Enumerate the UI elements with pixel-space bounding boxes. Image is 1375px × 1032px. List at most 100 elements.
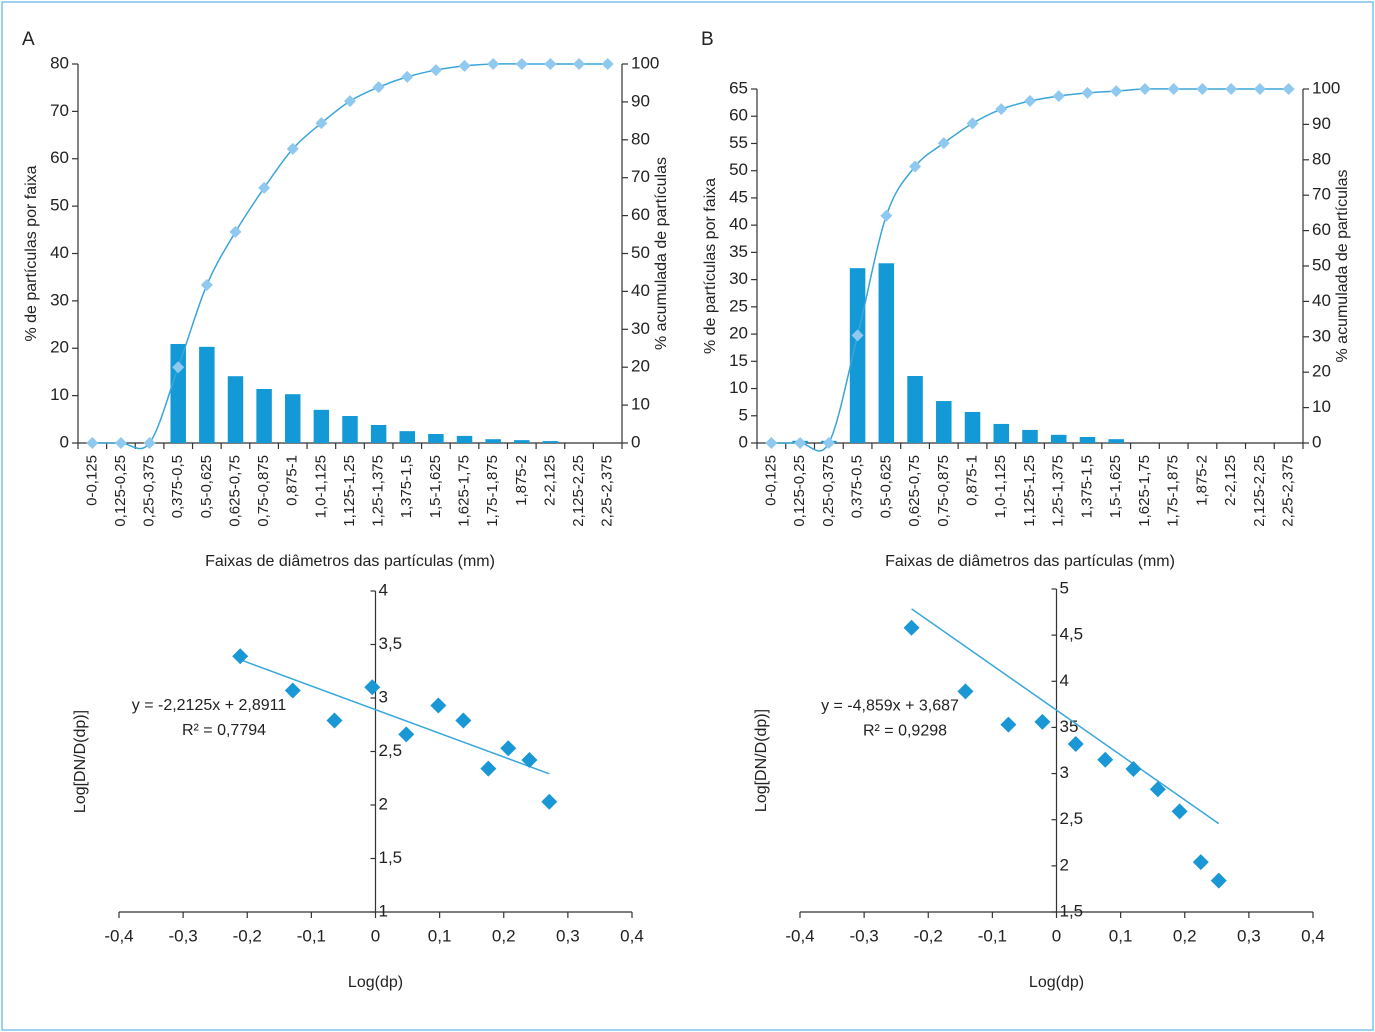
line-marker (880, 209, 893, 222)
line-marker (1225, 83, 1238, 95)
line-marker (1081, 86, 1094, 99)
point (541, 793, 558, 810)
y-tick-label: 80 (50, 53, 69, 72)
bar (370, 424, 387, 443)
line-marker (344, 95, 356, 108)
point (1192, 854, 1209, 871)
panel-label: B (701, 29, 714, 50)
y2-tick-label: 40 (631, 281, 650, 300)
x-tick-label: 0,75-0,875 (255, 455, 272, 527)
x-tick-label: 0,2 (492, 926, 516, 945)
x-tick-label: 1,25-1,375 (370, 455, 387, 527)
line-marker (601, 58, 614, 70)
x-tick-label: 1,625-1,75 (1136, 455, 1153, 527)
y-tick-label: 1,5 (1060, 901, 1084, 920)
bar (199, 346, 215, 443)
y2-tick-label: 70 (631, 167, 650, 186)
x-tick-label: 1,5-1,625 (1107, 455, 1124, 518)
y2-tick-label: 100 (631, 53, 659, 72)
x-tick-label: 1,0-1,125 (312, 455, 329, 518)
y2-tick-label: 10 (1312, 397, 1331, 416)
y-tick-label: 4 (379, 580, 388, 599)
y2-tick-label: 50 (631, 243, 650, 262)
y-tick-label: 2,5 (1060, 809, 1084, 828)
y2-tick-label: 50 (1312, 255, 1331, 274)
point (500, 740, 517, 757)
x-tick-label: 0-0,125 (83, 455, 100, 506)
y2-tick-label: 90 (631, 91, 650, 110)
point (1210, 872, 1227, 889)
bar (1108, 439, 1124, 443)
y-axis-title: % de partículas por faixa (23, 165, 40, 341)
bar (542, 441, 559, 443)
trendline (911, 608, 1220, 825)
y-tick-label: 60 (50, 148, 69, 167)
cumulative-line (771, 88, 1289, 452)
y-tick-label: 40 (50, 243, 69, 262)
y-tick-label: 1,5 (379, 848, 403, 867)
bar (313, 409, 330, 443)
bar (907, 376, 923, 443)
line-marker (1138, 83, 1151, 95)
x-tick-label: 0,1 (428, 926, 452, 945)
point (1000, 716, 1017, 733)
x-tick-label: 0,875-1 (963, 455, 980, 506)
y-tick-label: 15 (729, 351, 748, 370)
y-tick-label: 40 (729, 215, 748, 234)
x-tick-label: -0,2 (233, 926, 262, 945)
y-tick-label: 0 (60, 432, 69, 451)
line-marker (822, 437, 835, 449)
x-tick-label: 0,125-0,25 (112, 455, 129, 527)
x-tick-label: 0,375-0,5 (849, 455, 866, 518)
line-marker (143, 437, 156, 449)
x-tick-label: 2,25-2,375 (599, 455, 616, 527)
x-tick-label: 0,5-0,625 (198, 455, 215, 518)
x-tick-label: 0-0,125 (762, 455, 779, 506)
line-marker (258, 181, 271, 194)
x-tick-label: -0,3 (849, 926, 878, 945)
y2-tick-label: 80 (631, 129, 650, 148)
point (232, 648, 249, 665)
y-tick-label: 25 (729, 296, 748, 315)
x-tick-label: 2,125-2,25 (570, 455, 587, 527)
x-tick-label: -0,4 (104, 926, 133, 945)
y-tick-label: 20 (729, 324, 748, 343)
point (903, 619, 920, 636)
line-marker (1253, 83, 1266, 95)
y2-tick-label: 80 (1312, 149, 1331, 168)
point (1097, 751, 1114, 768)
line-marker (86, 437, 99, 449)
x-tick-label: 1,5-1,625 (427, 455, 444, 518)
line-marker (995, 103, 1008, 116)
y-tick-label: 30 (729, 269, 748, 288)
x-axis-title: Faixas de diâmetros das partículas (mm) (885, 553, 1175, 570)
r-squared: R² = 0,7794 (182, 722, 266, 739)
x-tick-label: 0 (371, 926, 380, 945)
line-marker (937, 137, 950, 150)
y-tick-label: 50 (729, 160, 748, 179)
y-tick-label: 1 (379, 901, 388, 920)
x-tick-label: 0,5-0,625 (877, 455, 894, 518)
line-marker (1052, 90, 1065, 103)
x-tick-label: 1,375-1,5 (1078, 455, 1095, 518)
y2-axis-title: % acumulada de partículas (1334, 170, 1351, 363)
x-tick-label: 1,875-2 (513, 455, 530, 506)
y-tick-label: 0 (739, 432, 748, 451)
line-marker (1196, 83, 1209, 95)
line-marker (909, 160, 922, 173)
y-tick-label: 5 (1060, 578, 1069, 597)
bar (1022, 429, 1038, 443)
y2-tick-label: 0 (631, 432, 640, 451)
x-tick-label: -0,2 (914, 926, 943, 945)
y-axis-title: Log[DN/D(dp)] (72, 710, 89, 813)
x-tick-label: 0,2 (1173, 926, 1197, 945)
bar (227, 376, 244, 443)
x-tick-label: 0,25-0,375 (141, 455, 158, 527)
line-marker (1167, 83, 1180, 95)
x-tick-label: -0,1 (978, 926, 1007, 945)
bar (1079, 437, 1096, 443)
trendline (239, 658, 550, 775)
y-tick-label: 4,5 (1060, 625, 1084, 644)
